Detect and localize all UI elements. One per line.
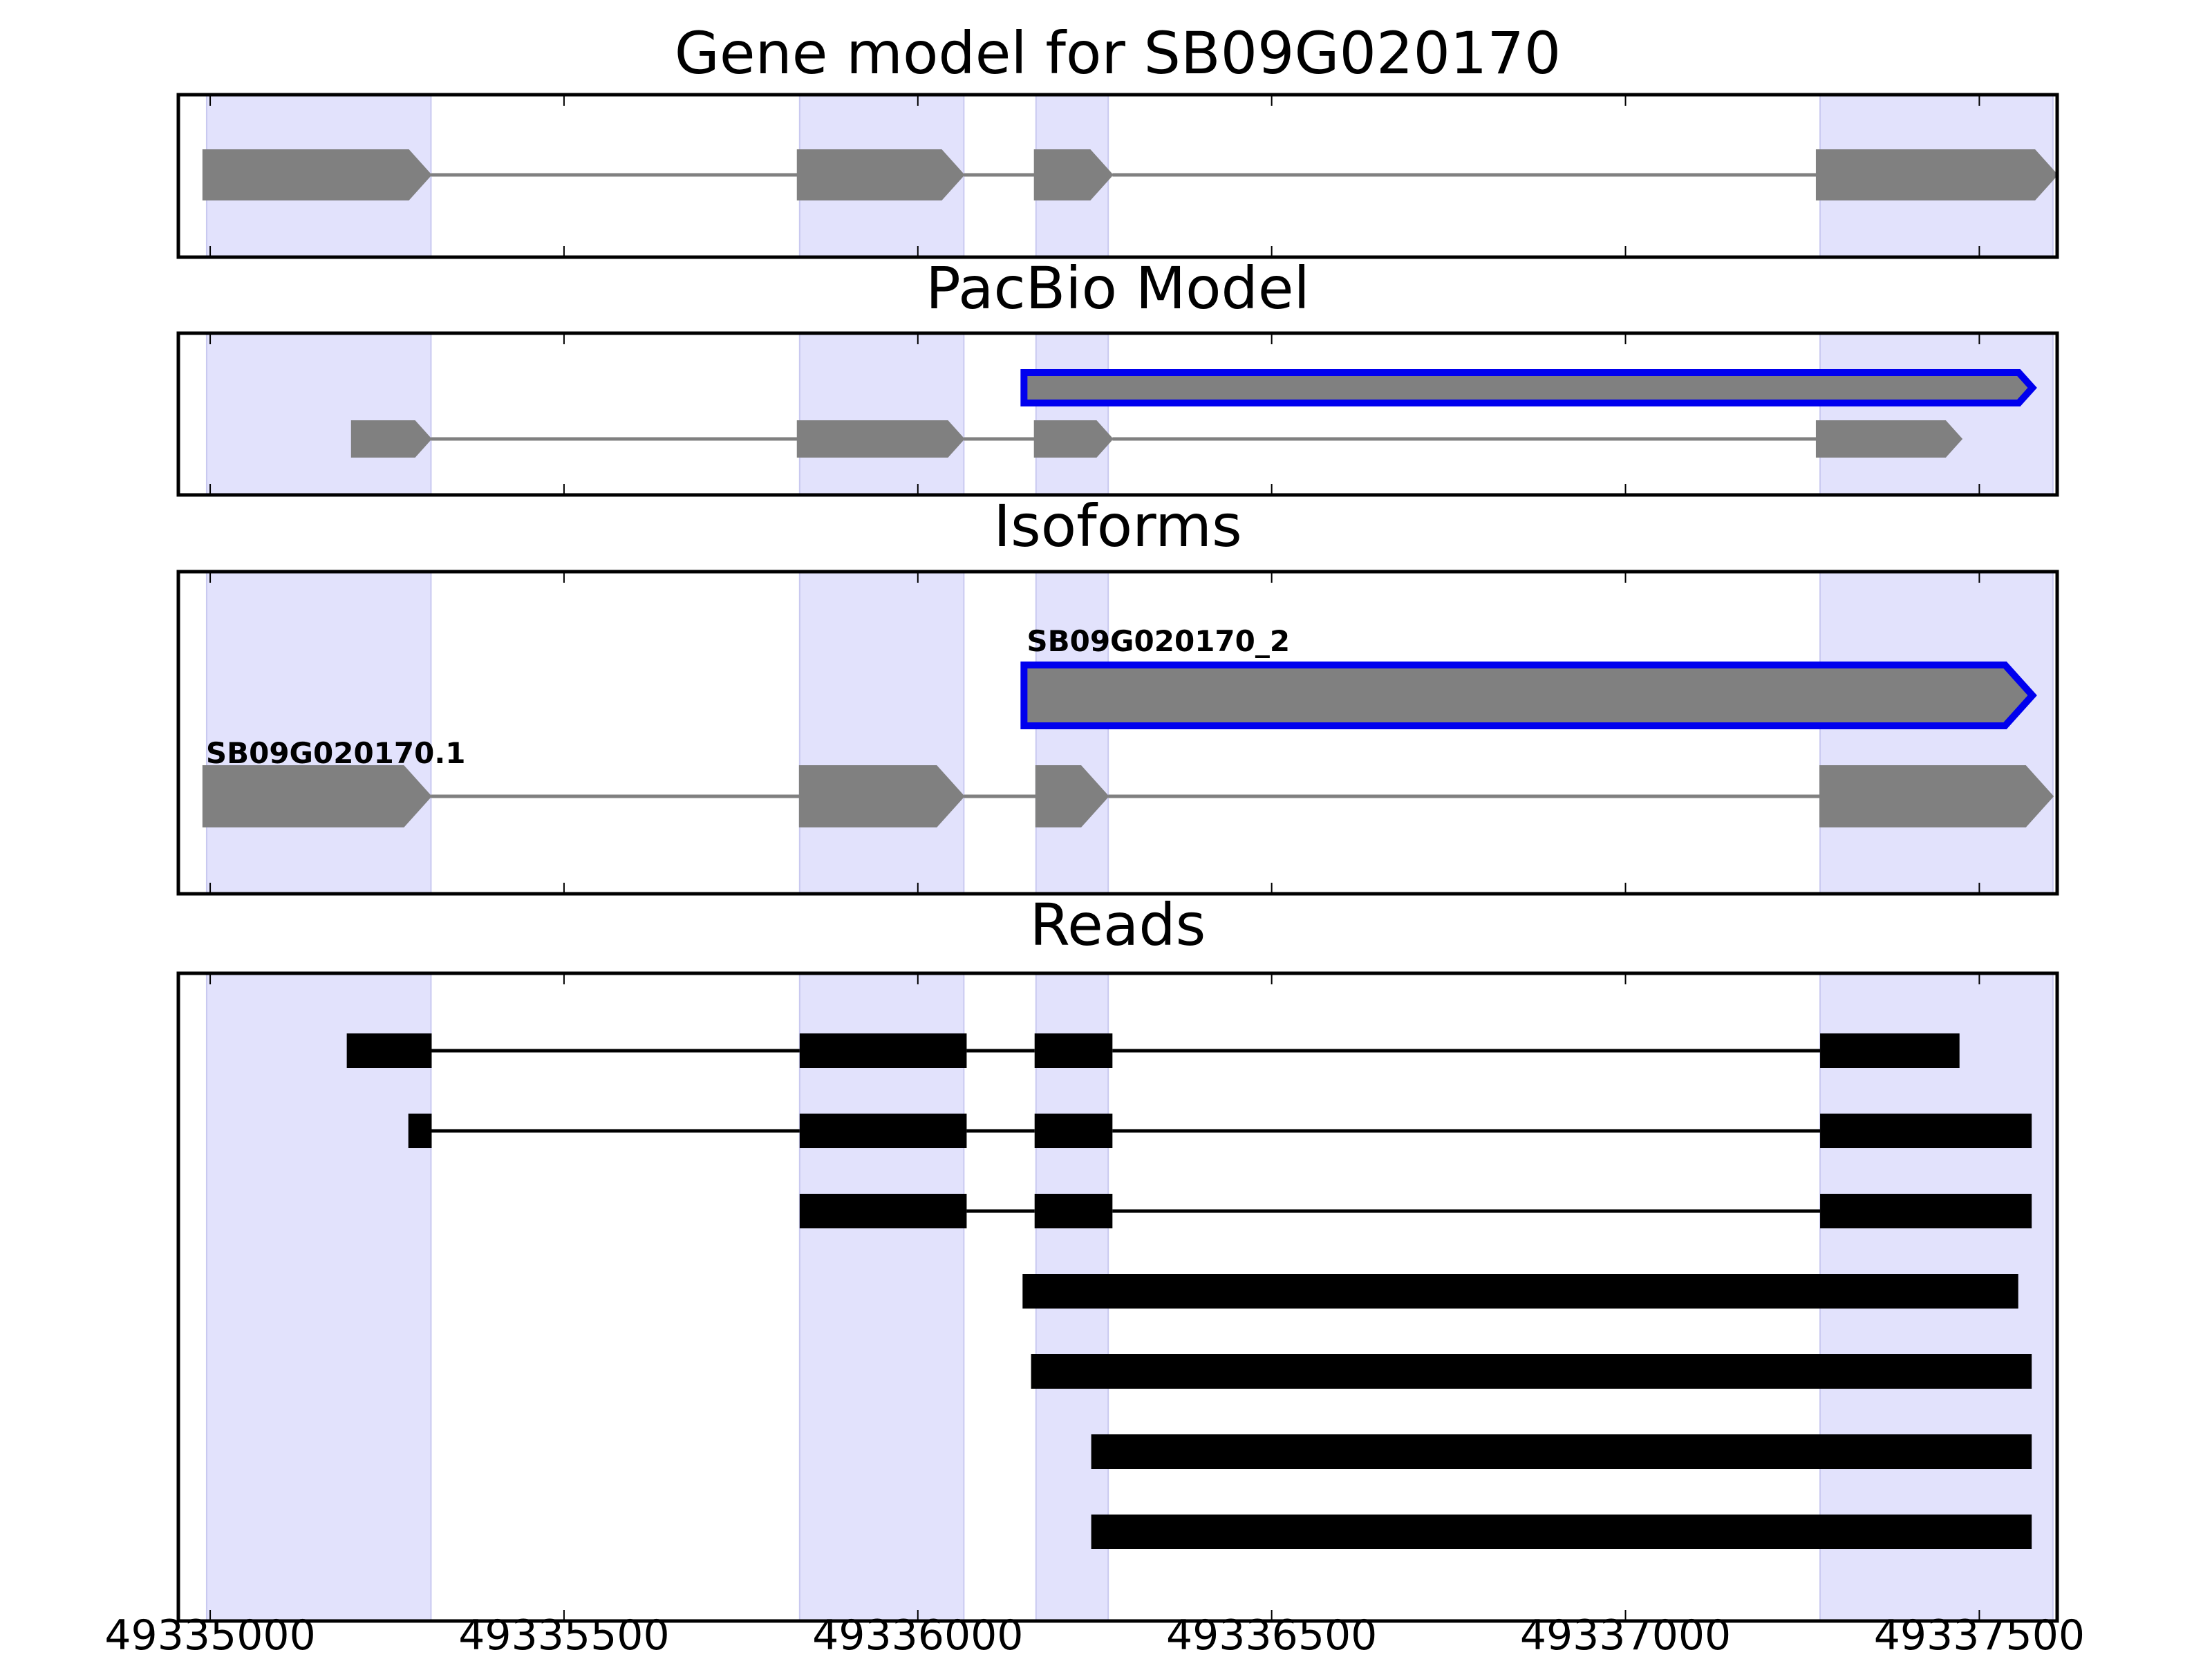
exon-region-shade [205,973,432,1622]
read-block [408,1114,432,1148]
panel-frame [176,331,2059,497]
read-block [1034,1114,1113,1148]
read-block [1820,1033,1960,1068]
highlighted-exon [1020,662,2037,729]
exon-block [350,420,432,458]
x-tick-label: 49335000 [104,1611,315,1659]
exon-block [796,149,965,200]
panel-frame [176,570,2059,896]
exon-block [1815,149,2059,200]
read-block [799,1114,967,1148]
read-block [346,1033,432,1068]
x-tick-label: 49336500 [1166,1611,1377,1659]
read-block [1091,1515,2032,1549]
exon-region-shade [1819,332,2054,496]
exon-block [202,149,432,200]
read-block [1031,1354,2032,1389]
panel-title-gene-model: Gene model for SB09G020170 [675,19,1561,87]
read-block [1034,1194,1113,1228]
read-block [1820,1114,2032,1148]
exon-block [1033,420,1114,458]
exon-region-shade [798,332,965,496]
exon-block [1819,765,2054,827]
plot-area: SB09G020170_2 SB09G020170.1 49335000 493355… [104,93,2085,1659]
exon-region-shade [205,332,432,496]
exon-block [796,420,965,458]
read-block [1022,1274,2018,1309]
exon-block [202,765,432,827]
panel-title-reads: Reads [1030,891,1206,959]
x-tick-label: 49337500 [1874,1611,2085,1659]
isoform-label: SB09G020170.1 [206,736,466,770]
exon-block [1815,420,1963,458]
panel-frame [176,971,2059,1623]
x-tick-label: 49337000 [1520,1611,1731,1659]
exon-region-shade [1035,571,1109,894]
x-tick-label: 49336000 [812,1611,1023,1659]
panel-title-isoforms: Isoforms [993,492,1242,560]
exon-region-shade [798,571,965,894]
read-block [799,1033,967,1068]
read-block [1034,1033,1113,1068]
exon-region-shade [1035,332,1109,496]
read-block [1820,1194,2032,1228]
exon-region-shade [205,571,432,894]
exon-block [1033,149,1114,200]
exon-region-shade [1819,571,2054,894]
read-block [799,1194,967,1228]
panel-frame [176,93,2059,259]
highlighted-exon [1020,369,2037,406]
exon-block [798,765,965,827]
x-tick-label: 49335500 [458,1611,669,1659]
isoform-label: SB09G020170_2 [1027,624,1290,658]
read-block [1091,1434,2032,1469]
panel-title-pacbio-model: PacBio Model [926,254,1310,322]
exon-region-shade [798,973,965,1622]
exon-block [1035,765,1109,827]
